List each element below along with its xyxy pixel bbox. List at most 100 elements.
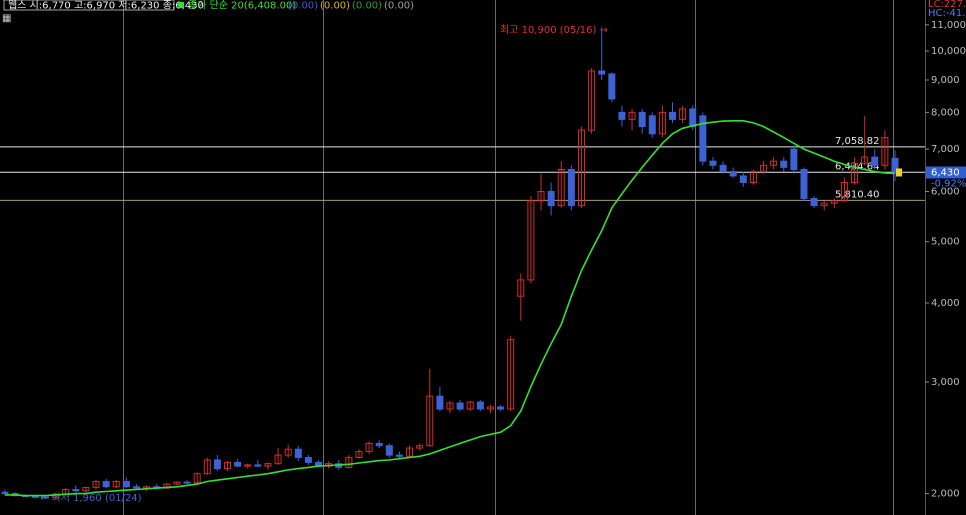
candle-body <box>830 200 838 204</box>
candle-body <box>689 108 697 128</box>
y-tick-label: 8,000 <box>931 107 960 118</box>
candle-body <box>234 461 242 467</box>
legend-entry: 종가 단순 20(6,408.00) <box>188 0 296 12</box>
candle-body <box>810 197 818 207</box>
menu-icon[interactable]: ▦ <box>2 13 11 24</box>
candle-body <box>790 148 798 170</box>
candle-body <box>719 164 727 173</box>
candle-body <box>254 464 262 467</box>
candle-body <box>345 457 353 468</box>
y-tick-label: 7,000 <box>931 144 960 155</box>
candle-body <box>608 73 616 100</box>
candle-body <box>224 461 231 470</box>
indicator-value: (0.00) <box>320 1 350 12</box>
candle-body <box>507 339 515 410</box>
vertical-grid <box>123 0 894 515</box>
candle-body <box>709 160 717 166</box>
candle-body <box>284 448 292 456</box>
candle-body <box>476 401 484 410</box>
candle-body <box>486 406 494 410</box>
candle-body <box>780 160 788 168</box>
lc-label: LC:227.2 <box>928 0 966 10</box>
candle-body <box>456 402 464 410</box>
candle-body <box>567 168 575 207</box>
indicator-value: (0.00) <box>352 1 382 12</box>
candle-body <box>466 401 474 410</box>
candle-body <box>244 464 252 467</box>
y-tick-label: 11,000 <box>931 20 966 31</box>
candle-body <box>173 481 181 485</box>
candle-body <box>840 181 848 202</box>
candle-body <box>406 447 414 457</box>
legend-swatch <box>178 2 184 8</box>
candle-body <box>820 202 828 207</box>
candle-body <box>891 157 899 173</box>
candle-body <box>72 488 80 492</box>
reference-label: 5,810.40 <box>835 189 880 200</box>
candle-body <box>527 200 535 281</box>
candle-body <box>861 156 869 164</box>
candle-body <box>800 168 808 199</box>
reference-label: 7,058.82 <box>835 136 880 147</box>
candle-body <box>92 480 100 488</box>
candle-body <box>871 156 879 166</box>
y-tick-label: 5,000 <box>931 237 960 248</box>
candle-body <box>537 190 545 202</box>
candle-body <box>577 129 585 207</box>
candle-body <box>851 162 859 183</box>
candle-body <box>132 486 140 489</box>
candle-body <box>517 279 525 297</box>
candle-body <box>669 111 676 120</box>
candle-body <box>304 457 312 463</box>
candle-body <box>628 111 636 120</box>
price-box <box>926 166 966 179</box>
ma-line <box>5 120 896 497</box>
candle-body <box>739 175 747 183</box>
candle-body <box>82 486 90 492</box>
candle-body <box>497 406 505 410</box>
price-change: -0.92% <box>931 178 966 189</box>
candle-body <box>749 171 757 183</box>
candle-body <box>1 491 9 495</box>
candle-body <box>729 171 737 177</box>
header-title: 웹스 시:6,770 고:6,970 저:6,230 종:6,430 <box>8 0 204 12</box>
candle-body <box>122 480 130 488</box>
y-tick-label: 4,000 <box>931 298 960 309</box>
candle-body <box>294 448 302 459</box>
candle-body <box>760 164 768 173</box>
candle-body <box>588 70 596 131</box>
candle-body <box>41 496 49 499</box>
candle-body <box>264 463 272 467</box>
candle-body <box>881 137 889 166</box>
candle-body <box>648 115 656 135</box>
candle-body <box>274 454 282 465</box>
candle-body <box>193 473 201 484</box>
candle-body <box>385 445 393 456</box>
candle-body <box>365 442 373 453</box>
candle-body <box>416 445 424 449</box>
indicator-list: (0.00) (0.00) (0.00) (0.00) <box>288 1 414 12</box>
y-tick-label: 2,000 <box>931 489 960 500</box>
indicator-value: (0.00) <box>384 1 414 12</box>
candle-body <box>557 168 565 207</box>
current-marker <box>896 168 902 177</box>
candle-body <box>699 115 707 162</box>
high-annotation: 최고 10,900 (05/16) → <box>500 24 608 36</box>
y-tick-label: 10,000 <box>931 46 966 57</box>
candle-body <box>213 459 221 470</box>
candle-body <box>102 480 110 488</box>
candle-body <box>638 111 646 128</box>
candle-body <box>770 160 778 166</box>
candle-body <box>446 402 454 410</box>
header-box <box>3 0 175 11</box>
candle-body <box>618 111 626 120</box>
candle-body <box>375 442 383 447</box>
candle-body <box>112 480 120 488</box>
candle-body <box>395 454 403 457</box>
price-label: 6,430 <box>931 167 960 178</box>
candle-body <box>547 190 555 207</box>
candle-body <box>426 395 434 447</box>
